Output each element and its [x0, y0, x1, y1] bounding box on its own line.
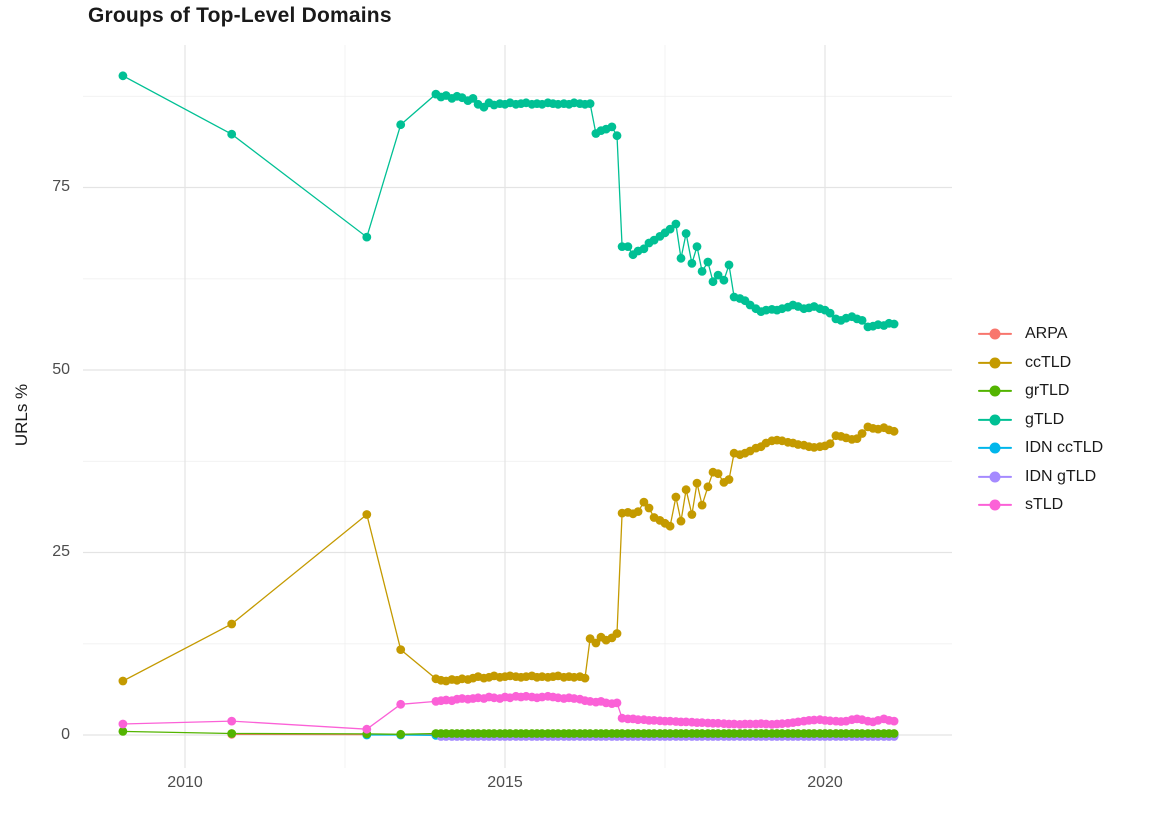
legend-item-arpa: ARPA [978, 320, 1103, 349]
legend-item-cctld: ccTLD [978, 349, 1103, 378]
y-tick-25: 25 [52, 543, 70, 560]
legend-item-idn-cctld: IDN ccTLD [978, 434, 1103, 463]
legend-key-grtld [978, 383, 1012, 399]
legend-key-idn-gtld [978, 469, 1012, 485]
legend-key-cctld [978, 355, 1012, 371]
x-tick-2015: 2015 [487, 774, 523, 791]
legend-item-idn-gtld: IDN gTLD [978, 463, 1103, 492]
y-tick-50: 50 [52, 361, 70, 378]
legend-label: ccTLD [1025, 353, 1072, 371]
y-tick-75: 75 [52, 178, 70, 195]
legend-label: IDN ccTLD [1025, 439, 1104, 457]
legend-key-idn-cctld [978, 440, 1012, 456]
y-tick-0: 0 [61, 726, 70, 743]
legend-label: ARPA [1025, 325, 1068, 343]
legend-key-stld [978, 497, 1012, 513]
x-tick-2020: 2020 [807, 774, 843, 791]
legend-item-gtld: gTLD [978, 406, 1103, 435]
legend: ARPA ccTLD grTLD gTLD IDN ccTLD IDN gTLD… [978, 320, 1103, 520]
legend-label: IDN gTLD [1025, 467, 1097, 485]
legend-label: grTLD [1025, 382, 1070, 400]
legend-key-gtld [978, 412, 1012, 428]
chart-title: Groups of Top-Level Domains [88, 4, 392, 27]
legend-label: gTLD [1025, 410, 1065, 428]
legend-item-stld: sTLD [978, 491, 1103, 520]
y-axis-title: URLs % [12, 383, 31, 447]
x-tick-2010: 2010 [167, 774, 203, 791]
legend-key-arpa [978, 326, 1012, 342]
legend-label: sTLD [1025, 496, 1064, 514]
legend-item-grtld: grTLD [978, 377, 1103, 406]
